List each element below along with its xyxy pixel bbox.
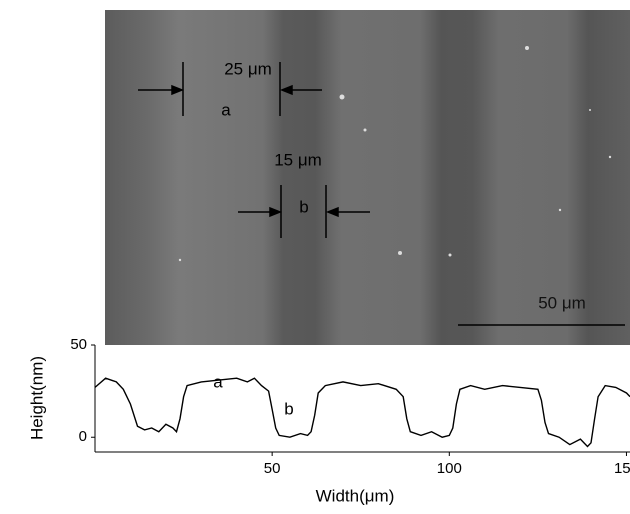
- y-tick-label: 50: [70, 336, 87, 353]
- image-background: [105, 10, 630, 345]
- image-label: a: [221, 100, 231, 119]
- annotation: b: [284, 399, 293, 418]
- arrows: [138, 62, 625, 326]
- x-axis-label: Width(μm): [316, 486, 395, 505]
- x-tick-label: 150: [614, 460, 630, 477]
- sem-image: 25 μm a 15 μm b 50 μm: [105, 10, 630, 345]
- x-tick-label: 50: [264, 460, 281, 477]
- y-axis-label: Height(nm): [27, 356, 46, 440]
- profile-chart: Height(nm) Width(μm) a b: [27, 345, 630, 505]
- image-label: 15 μm: [274, 150, 322, 169]
- annotation: a: [213, 372, 223, 391]
- image-label: 50 μm: [538, 293, 586, 312]
- y-tick-label: 0: [79, 428, 87, 445]
- profile-line: [94, 377, 630, 448]
- image-label: 25 μm: [224, 59, 272, 78]
- x-tick-label: 100: [437, 460, 462, 477]
- particles: [178, 46, 612, 262]
- image-label: b: [299, 197, 308, 216]
